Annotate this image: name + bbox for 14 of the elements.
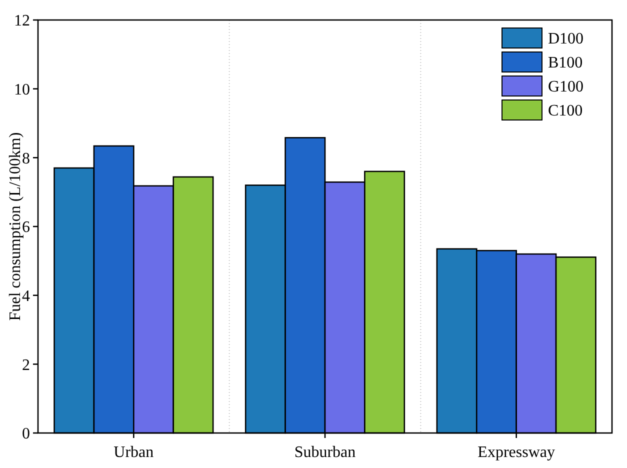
- y-tick-label: 6: [22, 219, 30, 236]
- y-tick-label: 4: [22, 288, 30, 305]
- x-tick-label: Suburban: [294, 444, 356, 461]
- y-tick-label: 12: [14, 12, 30, 30]
- y-tick-label: 8: [22, 150, 30, 168]
- y-tick-label: 10: [14, 81, 30, 98]
- legend-label: D100: [548, 30, 584, 48]
- y-tick-label: 0: [22, 426, 30, 443]
- x-tick-label: Urban: [114, 444, 154, 461]
- legend-label: B100: [548, 54, 583, 72]
- legend-label: G100: [548, 78, 584, 96]
- x-tick-label: Expressway: [478, 444, 555, 461]
- legend-label: C100: [548, 102, 583, 120]
- y-tick-label: 2: [22, 356, 30, 374]
